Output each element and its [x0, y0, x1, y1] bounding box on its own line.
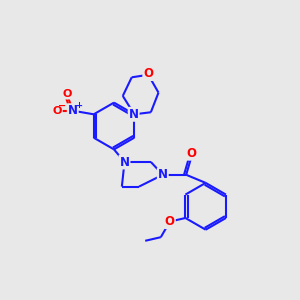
Text: N: N: [119, 155, 130, 169]
Text: +: +: [75, 101, 82, 110]
Text: −: −: [58, 101, 67, 111]
Text: O: O: [52, 106, 62, 116]
Text: O: O: [63, 88, 72, 99]
Text: O: O: [143, 67, 153, 80]
Text: N: N: [129, 108, 139, 121]
Text: O: O: [165, 215, 175, 228]
Text: O: O: [187, 147, 196, 160]
Text: N: N: [158, 168, 168, 181]
Text: N: N: [68, 104, 78, 117]
